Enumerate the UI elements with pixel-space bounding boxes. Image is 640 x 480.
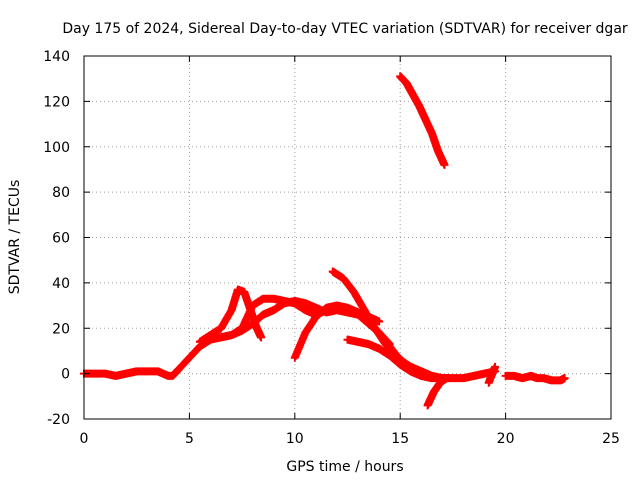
x-axis-label: GPS time / hours [286,459,403,475]
series-baseline [80,342,204,380]
y-tick-label: 60 [52,231,70,247]
y-tick-label: 20 [52,321,70,337]
y-tick-label: 140 [43,49,70,65]
data-point-markers [396,72,449,169]
y-tick-label: -20 [47,412,70,428]
x-tick-label: 25 [602,431,620,447]
y-axis-ticks: -20 0 20 40 60 80 100 120 140 [43,49,611,428]
y-axis-label: SDTVAR / TECUs [7,180,23,295]
x-tick-label: 20 [497,431,515,447]
data-point-markers [423,374,451,410]
series-high-descent [396,72,449,169]
x-tick-label: 5 [185,431,194,447]
data-point-markers [484,362,500,387]
chart-title: Day 175 of 2024, Sidereal Day-to-day VTE… [62,21,628,37]
plot-border [83,55,612,420]
x-tick-label: 0 [80,431,89,447]
series-late-segment [484,362,500,387]
x-axis-ticks: 0 5 10 15 20 25 [80,56,620,447]
x-tick-label: 10 [286,431,304,447]
data-point-markers [328,267,453,383]
y-tick-label: 100 [43,140,70,156]
series-trailing [501,371,569,385]
y-tick-label: 40 [52,276,70,292]
series-arc-f [343,335,500,383]
data-points [80,72,569,410]
y-tick-label: 80 [52,185,70,201]
series-arc-g [423,374,451,410]
x-tick-label: 15 [391,431,409,447]
y-tick-label: 0 [61,367,70,383]
data-point-markers [343,335,500,383]
grid-lines [84,56,611,419]
data-point-markers [501,371,569,385]
y-tick-label: 120 [43,94,70,110]
data-point-markers [80,342,204,380]
series-arc-e [328,267,453,383]
